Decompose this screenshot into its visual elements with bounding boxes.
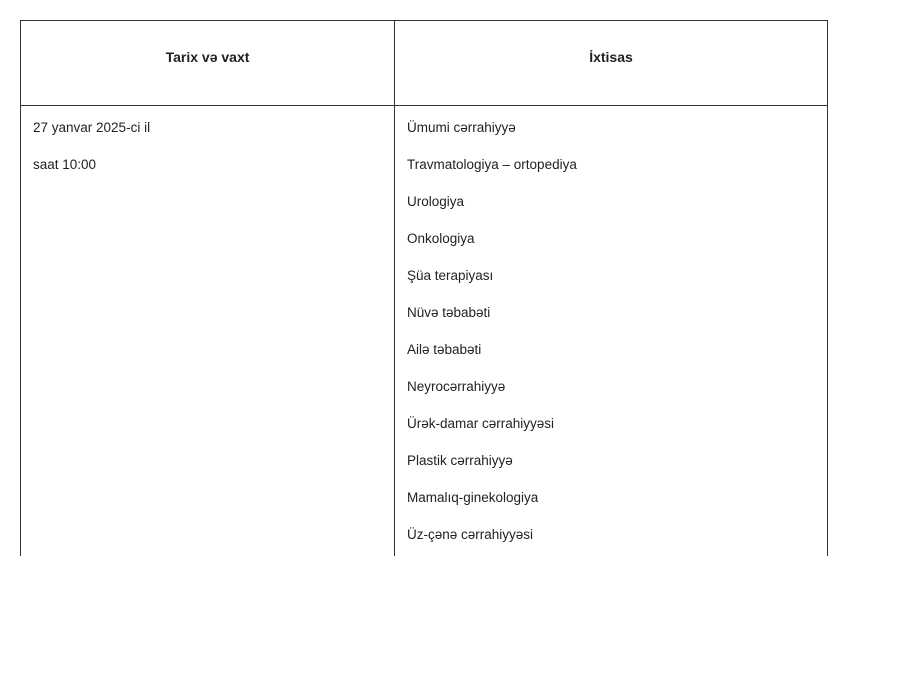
header-cell-specialization: İxtisas [395,21,828,105]
specialization-item: Ürək-damar cərrahiyyəsi [407,416,815,431]
specialization-cell: Ümumi cərrahiyyə Travmatologiya – ortoped… [395,106,828,556]
specialization-item: Plastik cərrahiyyə [407,453,815,468]
datetime-cell: 27 yanvar 2025-ci il saat 10:00 [20,106,395,556]
table-header-row: Tarix və vaxt İxtisas [20,21,828,106]
specialization-item: Urologiya [407,194,815,209]
specialization-item: Üz-çənə cərrahiyyəsi [407,527,815,542]
specialization-item: Mamalıq-ginekologiya [407,490,815,505]
specialization-item: Neyrocərrahiyyə [407,379,815,394]
specialization-item: Ailə təbabəti [407,342,815,357]
specialization-list: Ümumi cərrahiyyə Travmatologiya – ortoped… [407,120,815,542]
specialization-item: Nüvə təbabəti [407,305,815,320]
specialization-item: Onkologiya [407,231,815,246]
specialization-item: Şüa terapiyası [407,268,815,283]
header-cell-datetime: Tarix və vaxt [20,21,395,105]
table-body-row: 27 yanvar 2025-ci il saat 10:00 Ümumi cə… [20,106,828,556]
schedule-table: Tarix və vaxt İxtisas 27 yanvar 2025-ci … [20,20,828,556]
specialization-item: Travmatologiya – ortopediya [407,157,815,172]
specialization-item: Ümumi cərrahiyyə [407,120,815,135]
date-text: 27 yanvar 2025-ci il [33,120,382,135]
time-text: saat 10:00 [33,157,382,172]
